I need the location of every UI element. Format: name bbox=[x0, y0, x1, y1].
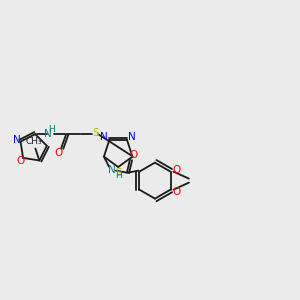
Text: S: S bbox=[92, 128, 98, 138]
Text: O: O bbox=[16, 156, 24, 166]
Text: O: O bbox=[130, 150, 138, 160]
Text: N: N bbox=[13, 135, 20, 145]
Text: O: O bbox=[172, 187, 181, 196]
Text: N: N bbox=[128, 132, 136, 142]
Text: CH₃: CH₃ bbox=[25, 137, 42, 146]
Text: N: N bbox=[108, 165, 116, 175]
Text: N: N bbox=[44, 129, 52, 139]
Text: O: O bbox=[54, 148, 62, 158]
Text: S: S bbox=[115, 168, 122, 178]
Text: N: N bbox=[100, 132, 108, 142]
Text: H: H bbox=[116, 171, 122, 180]
Text: H: H bbox=[48, 125, 55, 134]
Text: O: O bbox=[172, 165, 181, 175]
